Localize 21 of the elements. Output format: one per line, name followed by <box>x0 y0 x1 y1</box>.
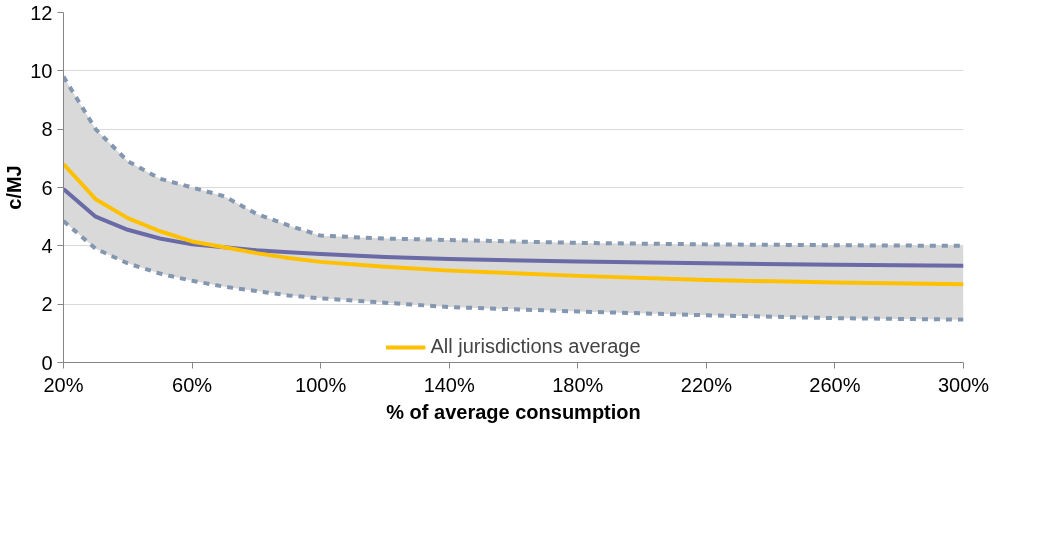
y-tick-label: 8 <box>41 118 53 141</box>
x-tick-label: 180% <box>552 373 604 396</box>
line-series <box>63 162 964 287</box>
x-tick-label: 20% <box>43 373 84 396</box>
y-tick-label: 4 <box>41 234 53 257</box>
x-axis-title: % of average consumption <box>386 400 641 423</box>
y-tick-label: 6 <box>41 176 53 199</box>
y-tick-label: 2 <box>41 293 53 316</box>
x-tick-label: 300% <box>937 373 990 396</box>
y-tick-label: 12 <box>30 1 53 24</box>
line-series <box>63 219 964 322</box>
y-axis-title: c/MJ <box>3 165 26 210</box>
x-tick-label: 100% <box>295 373 347 396</box>
x-tick-label: 260% <box>809 373 861 396</box>
y-tick-label: 0 <box>41 351 53 374</box>
x-tick-label: 140% <box>423 373 476 396</box>
x-tick-label: 60% <box>172 373 213 396</box>
x-tick-label: 220% <box>680 373 733 396</box>
legend-label: All jurisdictions average <box>430 335 641 358</box>
line-series <box>63 186 964 268</box>
y-tick-label: 10 <box>30 59 53 82</box>
